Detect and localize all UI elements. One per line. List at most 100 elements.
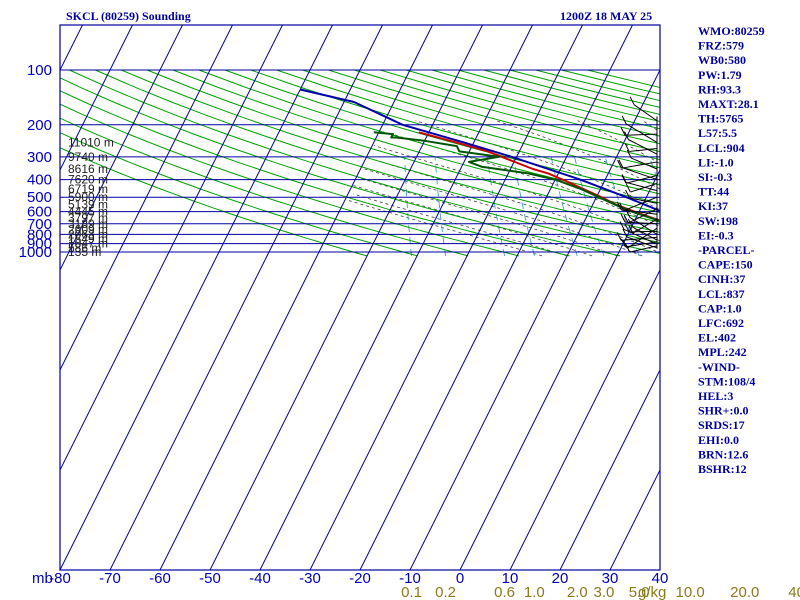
wind-barb-feather	[620, 126, 626, 136]
pressure-tick-label: 800	[27, 226, 52, 243]
mixing-ratio-label: 20.0	[730, 584, 759, 600]
index-label: L57:5.5	[698, 126, 737, 140]
height-label: 1549 m	[68, 232, 108, 246]
height-label: 9740 m	[68, 150, 108, 164]
wind-barb	[629, 245, 658, 253]
wind-barb	[621, 236, 658, 241]
wind-barb	[628, 208, 658, 224]
index-label: EI:-0.3	[698, 228, 734, 242]
wind-barb	[629, 216, 658, 235]
height-label: 11010 m	[68, 135, 114, 149]
pressure-tick-label: 1000	[19, 244, 52, 261]
temperature-tick-label: 20	[552, 570, 569, 587]
dry-adiabat-line	[224, 69, 660, 195]
wind-barb-feather	[620, 213, 626, 223]
isotherm-line	[60, 25, 133, 172]
wind-barb-feather	[617, 159, 622, 169]
dry-adiabat-line	[60, 103, 520, 257]
mixing-ratio-line	[486, 156, 506, 256]
moist-adiabat-line	[347, 199, 543, 257]
index-label: BSHR:12	[698, 462, 747, 476]
dry-adiabat-line	[276, 69, 660, 177]
dry-adiabat-line	[561, 69, 660, 95]
wind-barb-feather	[624, 223, 630, 233]
dry-adiabat-line	[60, 147, 367, 257]
mixing-ratio-line	[513, 156, 535, 256]
wind-barb-feather	[618, 159, 624, 169]
index-label: -PARCEL-	[698, 243, 754, 257]
index-label: EHI:0.0	[698, 433, 739, 447]
pressure-tick-label: 900	[27, 236, 52, 253]
wind-barb-feather	[625, 183, 631, 193]
index-label: LCL:904	[698, 141, 745, 155]
wind-barb-feather	[621, 115, 627, 125]
temperature-tick-label: -80	[49, 570, 71, 587]
wind-barb	[628, 139, 658, 155]
index-label: EL:402	[698, 331, 736, 345]
wind-barb-feather	[619, 221, 625, 230]
moist-adiabat-line	[372, 159, 660, 254]
temperature-tick-label: -60	[149, 570, 171, 587]
wind-barb-feather	[625, 209, 631, 218]
moist-adiabats	[347, 120, 660, 257]
index-label: TT:44	[698, 185, 729, 199]
index-label: CAPE:150	[698, 258, 753, 272]
mixing-ratio-label: 3.0	[593, 584, 614, 600]
wind-barbs	[616, 96, 658, 253]
wind-barb-feather	[629, 96, 635, 105]
height-label: 4445 m	[68, 205, 108, 219]
index-label: WMO:80259	[698, 24, 765, 38]
wind-barb	[632, 218, 658, 234]
dry-adiabat-line	[328, 69, 660, 161]
wind-barb-feather	[625, 243, 631, 253]
isotherm-line	[209, 25, 483, 570]
dry-adiabat-line	[60, 77, 621, 257]
dry-adiabat-line	[302, 69, 660, 169]
mixing-ratio-label: 0.1	[401, 584, 422, 600]
wind-barb-feather	[624, 131, 629, 140]
wind-barb-feather	[619, 202, 625, 211]
height-label: 3189 m	[68, 217, 108, 231]
wind-barb	[631, 157, 658, 170]
index-label: SRDS:17	[698, 418, 745, 432]
wind-barb	[629, 148, 658, 152]
dry-adiabat-line	[146, 69, 660, 223]
moist-adiabat-line	[352, 184, 593, 257]
wind-barb	[623, 229, 658, 245]
index-label: WB0:580	[698, 53, 746, 67]
isotherm-line	[0, 25, 33, 570]
stability-indices: WMO:80259FRZ:579WB0:580PW:1.79RH:93.3MAX…	[698, 24, 765, 476]
wind-barb-feather	[622, 228, 628, 238]
isotherm-line	[60, 25, 183, 272]
moist-adiabat-line	[373, 145, 660, 242]
mixing-ratio-line	[574, 156, 605, 257]
temperature-tick-label: 40	[652, 570, 669, 587]
mixing-ratio-labels: 0.1 0.2 0.6 1.0 2.0 3.0 5.0 10.0 20.0 40.0 g/kg	[401, 584, 800, 600]
height-label: 8616 m	[68, 162, 108, 176]
isotherms	[0, 25, 660, 570]
parcel-line	[299, 88, 660, 212]
isotherm-line	[60, 25, 333, 570]
mixing-ratio-line	[648, 156, 660, 188]
mixing-ratio-label: 10.0	[676, 584, 705, 600]
height-label: 135 m	[68, 245, 101, 259]
height-label: 2063 m	[68, 227, 108, 241]
index-label: BRN:12.6	[698, 447, 748, 461]
index-label: MAXT:28.1	[698, 97, 759, 111]
wind-barb	[625, 133, 658, 136]
height-label: 586 m	[68, 241, 101, 255]
wind-barb-feather	[621, 175, 627, 184]
height-label: 2609 m	[68, 222, 108, 236]
temperature-tick-label: 30	[602, 570, 619, 587]
wind-barb	[625, 175, 658, 184]
index-label: PW:1.79	[698, 68, 742, 82]
dry-adiabat-line	[250, 69, 660, 186]
mixing-ratio-label: 2.0	[567, 584, 588, 600]
index-label: SW:198	[698, 214, 738, 228]
temperature-tick-label: -40	[249, 570, 271, 587]
mixing-ratio-label: 1.0	[524, 584, 545, 600]
pressure-tick-label: 400	[27, 172, 52, 189]
